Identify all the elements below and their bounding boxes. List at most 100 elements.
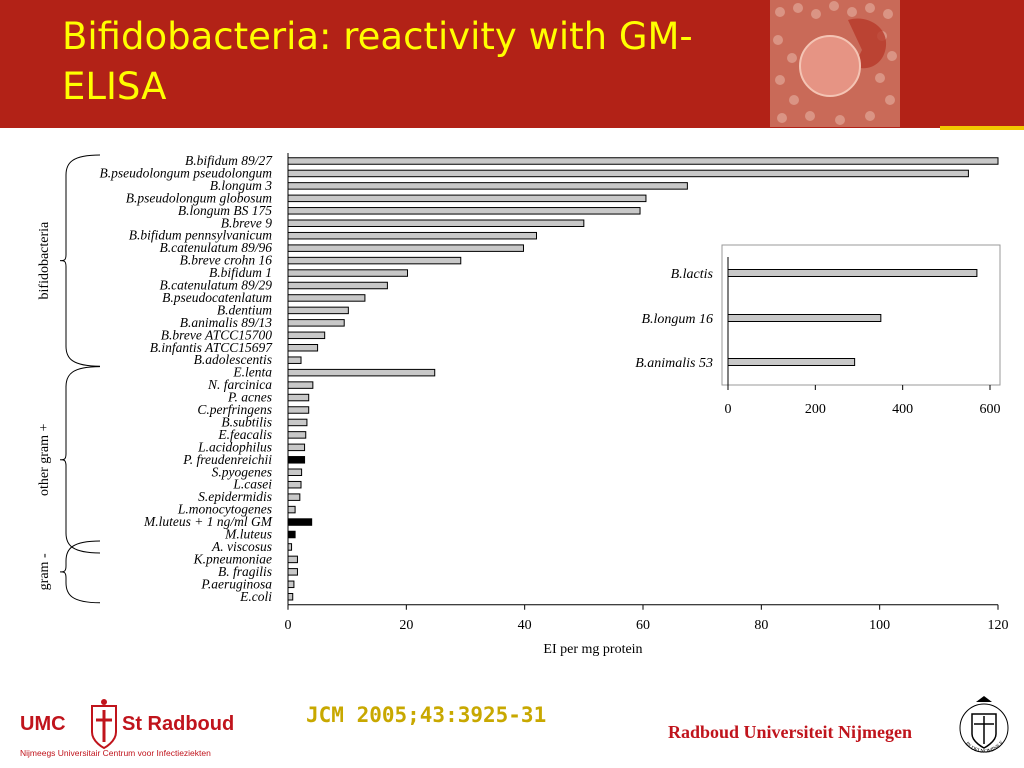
category-label: E.feacalis: [217, 427, 272, 442]
category-label: C.perfringens: [197, 402, 272, 417]
group-label: other gram +: [37, 423, 52, 496]
bar-b-pseudolongum-globosum: [287, 194, 647, 203]
category-label: K.pneumoniae: [193, 551, 272, 566]
header-banner: Bifidobacteria: reactivity with GM-ELISA: [0, 0, 1024, 130]
category-label: L.casei: [232, 477, 272, 492]
bar-b-catenulatum-89-96: [287, 244, 524, 252]
category-label: B. fragilis: [218, 564, 272, 579]
bar-b-bifidum-1: [287, 269, 409, 277]
bar-b-bifidum-89-27: [287, 157, 999, 165]
x-tick-label: 60: [636, 618, 650, 633]
bar-m-luteus: [287, 530, 296, 539]
category-label: E.coli: [239, 589, 272, 604]
crowd-hand-image: [770, 0, 900, 127]
umc-crest-icon: [91, 699, 117, 750]
bar-b-animalis-89-13: [287, 319, 345, 327]
bar-b-infantis-atcc15697: [287, 344, 319, 352]
bar-c-perfringens: [287, 406, 310, 414]
category-label: B.longum 3: [210, 178, 272, 193]
inset-x-ticks: 0 200 400 600: [725, 385, 1001, 417]
citation: JCM 2005;43:3925-31: [306, 703, 547, 727]
main-bars: [287, 157, 999, 601]
category-label: L.monocytogenes: [177, 502, 272, 517]
umc-text: UMC: [20, 713, 66, 735]
x-tick-label: 80: [754, 618, 768, 633]
bar-s-pyogenes: [287, 468, 303, 476]
category-label: E.lenta: [232, 365, 272, 380]
inset-x-tick-label: 0: [725, 402, 732, 417]
header-accent-line: [940, 126, 1024, 130]
group-brackets: bifidobacteria other gram + gram -: [37, 154, 101, 604]
inset-bar-b-lactis: [727, 269, 978, 277]
bracket-gram: [59, 540, 101, 604]
group-label: gram -: [37, 553, 52, 590]
bracket-other-gram: [59, 366, 101, 554]
category-label: N. farcinica: [207, 377, 272, 392]
bar-e-feacalis: [287, 431, 307, 439]
inset-bar-b-animalis-53: [727, 358, 856, 366]
slide-title: Bifidobacteria: reactivity with GM-ELISA: [62, 15, 693, 108]
bar-p-freudenreichii: [287, 456, 306, 464]
category-label: L.acidophilus: [197, 439, 272, 454]
bar-e-coli: [287, 593, 294, 601]
category-label: P.aeruginosa: [200, 576, 272, 591]
category-label: B.dentium: [217, 302, 272, 317]
bar-b-breve-atcc15700: [287, 331, 326, 340]
bar-l-acidophilus: [287, 443, 306, 452]
bar-p-aeruginosa: [287, 580, 295, 589]
bar-b-catenulatum-89-29: [287, 281, 388, 290]
category-label: B.bifidum 89/27: [185, 153, 273, 168]
bar-s-epidermidis: [287, 493, 301, 501]
category-label: A. viscosus: [211, 539, 272, 554]
category-label: B.breve crohn 16: [180, 253, 273, 268]
category-label: M.luteus: [224, 527, 272, 542]
category-label: B.pseudolongum pseudolongum: [100, 165, 273, 180]
category-label: B.breve 9: [221, 215, 272, 230]
bar-k-pneumoniae: [287, 555, 298, 564]
umc-subtitle: Nijmeegs Universitair Centrum voor Infec…: [20, 748, 211, 758]
bar-b-dentium: [287, 306, 349, 315]
bar-n-farcinica: [287, 381, 314, 389]
category-label: M.luteus + 1 ng/ml GM: [143, 514, 273, 529]
bar-b-adolescentis: [287, 356, 302, 364]
inset-bar-b-longum-16: [727, 314, 882, 322]
category-label: B.catenulatum 89/96: [160, 240, 273, 255]
bar-e-lenta: [287, 368, 436, 377]
category-label: B.bifidum pennsylvanicum: [129, 228, 272, 243]
bar-b-breve-crohn-16: [287, 256, 462, 265]
category-label: B.longum BS 175: [178, 203, 272, 218]
category-label: S.pyogenes: [212, 464, 272, 479]
bar-b-fragilis: [287, 568, 298, 576]
university-name: Radboud Universiteit Nijmegen: [668, 722, 912, 742]
main-x-ticks: 0 20 40 60 80 100 120: [285, 604, 1009, 633]
category-labels: B.bifidum 89/27B.pseudolongum pseudolong…: [100, 153, 274, 604]
category-label: P. acnes: [227, 390, 272, 405]
inset-category-label: B.lactis: [671, 267, 714, 282]
main-x-axis-title: EI per mg protein: [543, 642, 642, 657]
reactivity-chart: bifidobacteria other gram + gram - B.bifid…: [37, 153, 1009, 657]
bracket-bifidobacteria: [59, 154, 101, 367]
bar-l-monocytogenes: [287, 505, 296, 514]
inset-chart: B.lactis B.longum 16 B.animalis 53 0 200 400…: [635, 244, 1001, 417]
st-radboud-text: St Radboud: [122, 713, 234, 735]
category-label: B.pseudocatenlatum: [162, 290, 272, 305]
bar-m-luteus-1-ng-ml-gm: [287, 518, 313, 526]
category-label: S.epidermidis: [198, 489, 272, 504]
inset-category-label: B.animalis 53: [635, 356, 713, 371]
radboud-university-logo: Radboud Universiteit Nijmegen IN DEI NOM…: [668, 694, 1009, 755]
category-label: B.infantis ATCC15697: [150, 340, 274, 355]
x-tick-label: 20: [399, 618, 413, 633]
inset-category-labels: B.lactis B.longum 16 B.animalis 53: [635, 267, 713, 371]
category-label: B.subtilis: [221, 414, 272, 429]
group-label: bifidobacteria: [37, 221, 52, 300]
bar-b-bifidum-pennsylvanicum: [287, 231, 537, 240]
bar-a-viscosus: [287, 543, 293, 551]
bar-b-breve-9: [287, 219, 585, 227]
x-tick-label: 120: [988, 618, 1009, 633]
bar-l-casei: [287, 480, 302, 489]
bar-b-subtilis: [287, 418, 308, 427]
x-tick-label: 100: [869, 618, 890, 633]
category-label: B.adolescentis: [194, 352, 272, 367]
category-label: B.catenulatum 89/29: [160, 278, 273, 293]
bar-p-acnes: [287, 393, 310, 402]
